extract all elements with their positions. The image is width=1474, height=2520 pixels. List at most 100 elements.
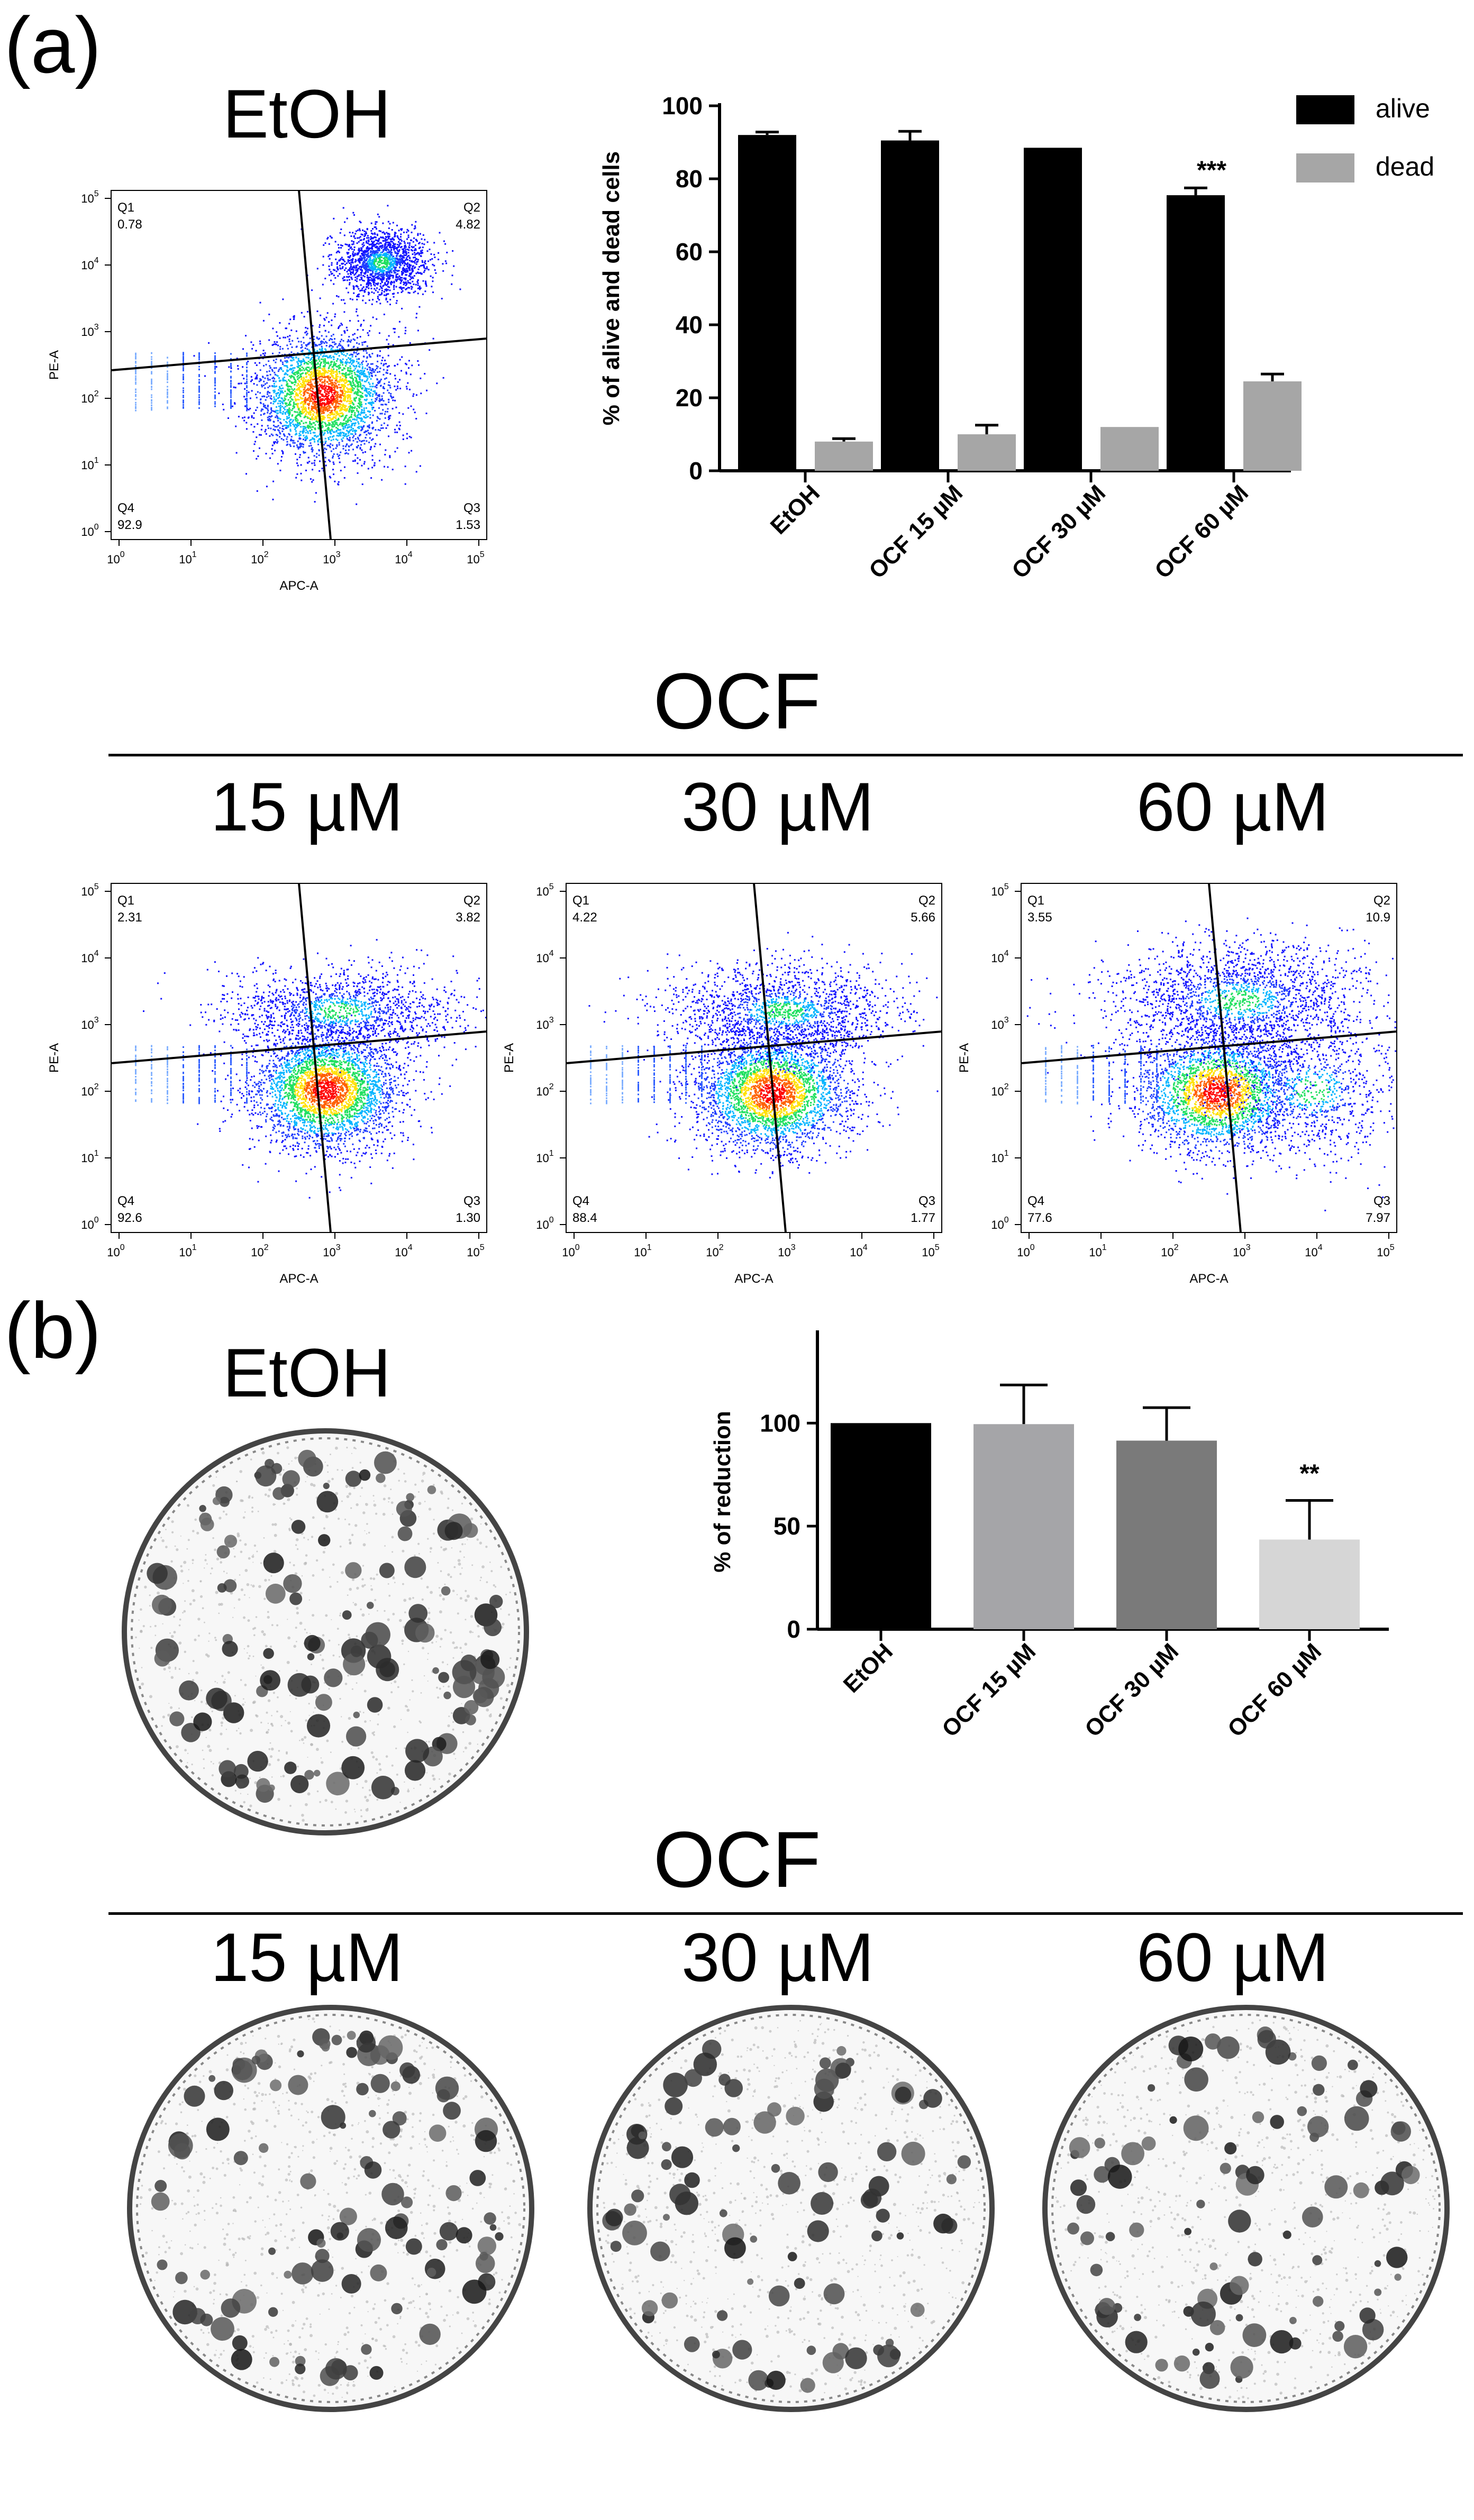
y-tick-label: 105 <box>81 882 98 898</box>
y-axis-label: PE-A <box>47 1043 61 1073</box>
y-tick-label: 103 <box>991 1016 1008 1031</box>
colony-dish-15um <box>122 1999 540 2417</box>
flow-plot-60um: Q1 3.55 Q2 10.9 Q3 7.97 Q4 77.6 100 100 101 101 102 1… <box>952 852 1413 1291</box>
dish-rim <box>587 2005 995 2412</box>
flow-title-30: 30 µM <box>566 772 989 841</box>
x-tick-label: OCF 15 µM <box>937 1638 1041 1740</box>
dish-ctrl-title: EtOH <box>95 1338 518 1407</box>
bar-alive <box>1024 148 1082 471</box>
bar <box>1259 1539 1360 1629</box>
y-axis-label: % of reduction <box>709 1411 735 1573</box>
bar-dead <box>1100 427 1159 471</box>
x-tick-label: 103 <box>323 550 340 566</box>
legend-label-dead: dead <box>1376 152 1434 181</box>
dish-inner-rim <box>136 2014 525 2403</box>
y-tick-label: 105 <box>81 189 98 205</box>
quadrant-q1-label: Q1 <box>117 200 134 215</box>
x-tick-label: 100 <box>107 1243 124 1259</box>
x-tick-label: OCF 60 µM <box>1150 480 1253 583</box>
y-tick-label: 100 <box>536 1216 553 1231</box>
y-tick-label: 100 <box>662 92 703 120</box>
quadrant-line-horizontal <box>111 1030 487 1064</box>
y-tick-label: 101 <box>991 1149 1008 1165</box>
y-tick-label: 104 <box>536 949 553 965</box>
x-axis-label: APC-A <box>279 579 318 593</box>
x-tick-label: 100 <box>562 1243 579 1259</box>
x-axis-label: APC-A <box>734 1272 773 1286</box>
colonies <box>602 2020 980 2397</box>
dish-svg <box>1042 2005 1450 2412</box>
y-tick-label: 100 <box>81 1216 98 1231</box>
y-tick-label: 104 <box>81 256 98 272</box>
quadrant-q3-value: 7.97 <box>1366 1211 1390 1225</box>
y-tick-label: 100 <box>991 1216 1008 1231</box>
quadrant-q1-label: Q1 <box>117 893 134 908</box>
flow-plot-etoh: Q1 0.78 Q2 4.82 Q3 1.53 Q4 92.9 100 100 101 101 102 1… <box>42 159 503 598</box>
flow-svg: Q1 3.55 Q2 10.9 Q3 7.97 Q4 77.6 100 100 101 101 102 1… <box>957 882 1397 1286</box>
quadrant-line-vertical <box>753 883 787 1233</box>
y-tick-label: 101 <box>81 1149 98 1165</box>
x-tick-label: 103 <box>1233 1243 1250 1259</box>
x-tick-label: OCF 30 µM <box>1007 480 1111 583</box>
dish-title-15: 15 µM <box>95 1923 518 1992</box>
bar <box>1116 1440 1217 1629</box>
y-tick-label: 103 <box>81 1016 98 1031</box>
flow-events <box>1026 917 1397 1211</box>
quadrant-q1-label: Q1 <box>1027 893 1044 908</box>
x-tick-label: OCF 30 µM <box>1080 1638 1184 1740</box>
y-tick-label: 101 <box>81 456 98 472</box>
flow-ctrl-title: EtOH <box>95 79 518 148</box>
x-tick-label: 100 <box>1017 1243 1034 1259</box>
y-tick-label: 102 <box>81 389 98 405</box>
quadrant-q4-label: Q4 <box>572 1194 589 1208</box>
bar-dead <box>1243 381 1302 471</box>
bar-dead <box>958 434 1016 471</box>
y-tick-label: 103 <box>536 1016 553 1031</box>
significance-label: *** <box>1197 156 1226 184</box>
colonies <box>135 1446 512 1822</box>
x-tick-label: 103 <box>323 1243 340 1259</box>
y-tick-label: 20 <box>676 384 703 412</box>
dish-inner-rim <box>1051 2014 1441 2403</box>
y-tick-label: 105 <box>991 882 1008 898</box>
y-tick-label: 0 <box>787 1615 800 1643</box>
quadrant-line-horizontal <box>1021 1030 1397 1064</box>
quadrant-q3-label: Q3 <box>463 1194 480 1208</box>
bar-alive <box>881 140 939 471</box>
x-tick-label: 102 <box>1161 1243 1178 1259</box>
y-tick-label: 104 <box>81 949 98 965</box>
flow-plot-30um: Q1 4.22 Q2 5.66 Q3 1.77 Q4 88.4 100 100 101 101 102 1… <box>497 852 958 1291</box>
x-tick-label: OCF 15 µM <box>864 480 968 583</box>
x-axis-label: APC-A <box>1189 1272 1228 1286</box>
flow-events <box>135 205 461 505</box>
bar-dead <box>815 441 873 471</box>
x-tick-label: 105 <box>467 550 484 566</box>
y-tick-label: 100 <box>81 523 98 538</box>
x-tick-label: 104 <box>1305 1243 1322 1259</box>
bar <box>831 1423 931 1629</box>
ocf-divider-b <box>108 1912 1463 1915</box>
ocf-divider-a <box>108 754 1463 756</box>
quadrant-q2-value: 10.9 <box>1366 910 1390 925</box>
dish-svg <box>127 2005 534 2412</box>
y-tick-label: 104 <box>991 949 1008 965</box>
legend-swatch-alive <box>1296 95 1354 124</box>
bar-alive <box>738 135 796 471</box>
x-tick-label: 105 <box>467 1243 484 1259</box>
quadrant-q2-label: Q2 <box>463 893 480 908</box>
legend-label-alive: alive <box>1376 94 1430 123</box>
quadrant-q1-label: Q1 <box>572 893 589 908</box>
y-tick-label: 102 <box>81 1082 98 1098</box>
flow-title-60: 60 µM <box>1021 772 1444 841</box>
x-tick-label: 103 <box>778 1243 795 1259</box>
quadrant-q1-value: 0.78 <box>117 217 142 232</box>
ocf-title-a: OCF <box>0 661 1474 741</box>
y-tick-label: 102 <box>536 1082 553 1098</box>
quadrant-q4-label: Q4 <box>117 501 134 515</box>
y-tick-label: 0 <box>689 457 703 485</box>
flow-svg: Q1 4.22 Q2 5.66 Q3 1.77 Q4 88.4 100 100 101 101 102 1… <box>502 882 942 1286</box>
y-tick-label: 102 <box>991 1082 1008 1098</box>
y-tick-label: 105 <box>536 882 553 898</box>
y-tick-label: 80 <box>676 165 703 193</box>
dish-inner-rim <box>131 1437 520 1827</box>
